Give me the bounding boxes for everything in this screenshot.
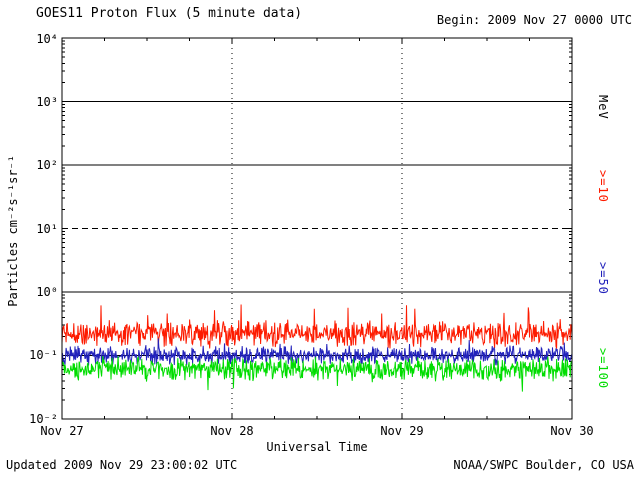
chart-title: GOES11 Proton Flux (5 minute data) xyxy=(36,6,303,21)
begin-time-label: Begin: 2009 Nov 27 0000 UTC xyxy=(436,13,632,27)
y-tick-1e0: 10⁰ xyxy=(36,285,58,299)
legend-unit-mev: MeV xyxy=(596,95,610,120)
legend-ge100-label: >=100 xyxy=(596,348,610,390)
x-tick-nov30: Nov 30 xyxy=(550,424,594,438)
y-tick-1e3: 10³ xyxy=(36,95,58,109)
y-tick-1e4: 10⁴ xyxy=(36,32,58,46)
x-tick-nov27: Nov 27 xyxy=(40,424,84,438)
x-tick-nov29: Nov 29 xyxy=(380,424,424,438)
x-axis-label: Universal Time xyxy=(266,440,368,454)
legend-ge10-label: >=10 xyxy=(596,170,610,203)
source-attribution: NOAA/SWPC Boulder, CO USA xyxy=(453,458,634,472)
x-tick-nov28: Nov 28 xyxy=(210,424,254,438)
y-tick-1e2: 10² xyxy=(36,158,58,172)
legend-ge50-label: >=50 xyxy=(596,262,610,295)
y-tick-1e-2: 10⁻² xyxy=(29,412,58,426)
y-tick-1e1: 10¹ xyxy=(36,222,58,236)
y-tick-1e-1: 10⁻¹ xyxy=(29,348,58,362)
updated-timestamp: Updated 2009 Nov 29 23:00:02 UTC xyxy=(6,458,238,472)
